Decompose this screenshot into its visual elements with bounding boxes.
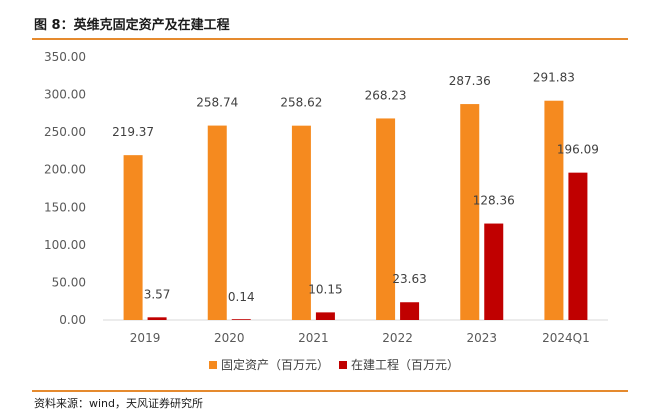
data-label: 258.74: [196, 96, 238, 110]
data-label: 196.09: [557, 143, 599, 157]
y-tick-label: 100.00: [44, 238, 86, 252]
x-tick-label: 2020: [214, 331, 245, 345]
y-tick-label: 0.00: [59, 313, 86, 327]
x-tick-label: 2019: [130, 331, 161, 345]
source-divider: [32, 390, 628, 392]
x-tick-label: 2022: [382, 331, 413, 345]
y-tick-label: 200.00: [44, 163, 86, 177]
legend-label: 固定资产（百万元）: [221, 357, 329, 372]
title-divider: [32, 38, 628, 40]
bar-fixed-assets-2024Q1: [544, 100, 564, 320]
legend-swatch: [209, 361, 217, 369]
y-axis: 0.00 50.00 100.00 150.00 200.00 250.00 300.00 3…: [44, 50, 86, 327]
bar-fixed-assets-2022: [376, 118, 396, 321]
legend-label: 在建工程（百万元）: [351, 357, 459, 372]
bar-fixed-assets-2021: [291, 125, 311, 320]
bar-fixed-assets-2019: [123, 155, 143, 320]
bar-construction-2023: [484, 223, 504, 320]
x-tick-label: 2023: [466, 331, 497, 345]
bars: 219.37 3.57 258.74 0.14 258.62 10.15 268.23 23.…: [112, 71, 599, 321]
y-tick-label: 300.00: [44, 88, 86, 102]
y-tick-label: 50.00: [52, 275, 86, 289]
x-axis: 2019 2020 2021 2022 2023 2024Q1: [130, 331, 590, 345]
bar-fixed-assets-2023: [460, 104, 480, 320]
data-label: 287.36: [449, 74, 491, 88]
data-label: 10.15: [308, 282, 342, 296]
bar-construction-2019: [147, 317, 167, 320]
bar-construction-2021: [315, 312, 335, 320]
source-note: 资料来源：wind，天风证券研究所: [34, 397, 204, 410]
x-tick-label: 2024Q1: [542, 331, 590, 345]
data-label: 268.23: [365, 88, 407, 102]
legend-swatch: [339, 361, 347, 369]
data-label: 258.62: [280, 96, 322, 110]
data-label: 219.37: [112, 125, 154, 139]
bar-fixed-assets-2020: [207, 125, 227, 320]
bar-construction-2020: [231, 319, 251, 320]
data-label: 0.14: [228, 290, 255, 304]
bar-construction-2022: [400, 302, 420, 320]
y-tick-label: 150.00: [44, 200, 86, 214]
data-label: 23.63: [392, 272, 426, 286]
data-label: 128.36: [473, 194, 515, 208]
data-label: 3.57: [144, 287, 171, 301]
data-label: 291.83: [533, 71, 575, 85]
y-tick-label: 250.00: [44, 125, 86, 139]
figure-title: 图 8：英维克固定资产及在建工程: [34, 18, 230, 33]
bar-construction-2024Q1: [568, 172, 588, 320]
x-tick-label: 2021: [298, 331, 329, 345]
y-tick-label: 350.00: [44, 50, 86, 64]
legend: 固定资产（百万元） 在建工程（百万元）: [209, 357, 459, 372]
